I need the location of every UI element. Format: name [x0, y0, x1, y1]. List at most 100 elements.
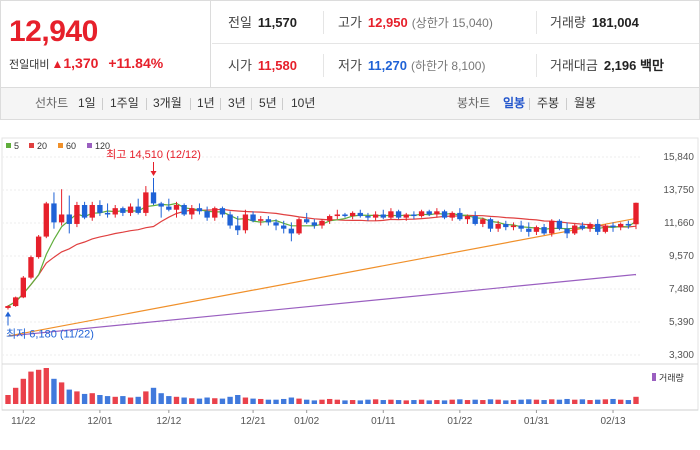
candle-body: [372, 214, 379, 218]
candle-body: [487, 219, 494, 229]
period-3m[interactable]: 3개월: [153, 96, 182, 110]
candle-body: [196, 208, 203, 212]
volume-bar: [235, 395, 241, 404]
candle-body: [104, 212, 111, 215]
candle-body: [457, 212, 463, 220]
x-tick-label: 02/13: [601, 416, 626, 427]
volume-bar: [556, 399, 563, 404]
candle-body: [242, 214, 249, 231]
y-tick-label: 15,840: [663, 152, 694, 163]
candle-body: [426, 211, 432, 215]
volume-bar: [189, 398, 195, 404]
candle-body: [418, 211, 425, 217]
candle-body: [633, 202, 639, 225]
price-box: 12,940 전일대비 ▲1,370 +11.84%: [1, 1, 211, 87]
candle-body: [319, 220, 325, 226]
volume-bar: [250, 398, 256, 404]
upper-limit: (상한가 15,040): [411, 16, 493, 30]
volume-bar: [273, 399, 279, 404]
volume-bar: [342, 400, 348, 404]
volume-bar: [181, 397, 187, 404]
y-tick-label: 5,390: [669, 317, 694, 328]
volume-bar: [633, 396, 639, 404]
volume-bar: [173, 396, 180, 404]
volume-bar: [51, 378, 57, 404]
candle-chart-label: 봉차트: [457, 96, 491, 110]
volume-bar: [296, 398, 302, 404]
candle-body: [135, 206, 141, 213]
candle-body: [388, 211, 394, 218]
candle-body: [12, 297, 19, 307]
stat-label: 거래량: [550, 15, 586, 30]
x-tick-label: 01/11: [371, 416, 396, 427]
volume-bar: [5, 395, 11, 404]
period-5y[interactable]: 5년: [259, 96, 277, 110]
stat-open: 시가 11,580: [228, 44, 297, 87]
volume-bar: [326, 398, 333, 404]
candle-body: [58, 214, 65, 223]
candle-monthly[interactable]: 월봉: [574, 96, 597, 110]
candle-daily[interactable]: 일봉: [503, 96, 526, 110]
volume-bar: [334, 399, 340, 404]
change-rate: +11.84%: [108, 55, 164, 71]
candle-body: [349, 212, 356, 217]
candle-body: [625, 223, 632, 226]
candle-weekly[interactable]: 주봉: [537, 96, 560, 110]
volume-bar: [242, 397, 249, 404]
period-3y[interactable]: 3년: [228, 96, 246, 110]
volume-bar: [66, 389, 72, 404]
candle-body: [564, 228, 570, 234]
period-1w[interactable]: 1주일: [110, 96, 139, 110]
candle-body: [235, 225, 241, 231]
volume-bar: [150, 387, 157, 404]
max-annotation: 최고 14,510 (12/12): [106, 148, 201, 161]
volume-bar: [372, 399, 379, 404]
volume-bar: [227, 396, 233, 404]
volume-bar: [457, 399, 463, 404]
volume-bar: [602, 399, 609, 404]
x-tick-label: 12/01: [87, 416, 112, 427]
stats-row-2: 시가 11,580 저가 11,270 (하한가 8,100) 거래대금 2,196 백…: [212, 44, 699, 87]
candle-body: [480, 219, 486, 224]
price-change: 전일대비 ▲1,370 +11.84%: [9, 55, 163, 72]
candle-body: [112, 208, 118, 215]
volume-bar: [20, 378, 26, 404]
legend-label: 20: [37, 141, 47, 151]
candle-body: [595, 223, 601, 232]
legend-label: 120: [95, 141, 110, 151]
volume-bar: [380, 400, 386, 404]
candle-body: [120, 208, 126, 213]
stat-high: 고가 12,950 (상한가 15,040): [338, 1, 493, 44]
period-1y[interactable]: 1년: [197, 96, 215, 110]
volume-bar: [426, 400, 432, 404]
candle-body: [143, 192, 149, 213]
volume-bar: [135, 396, 141, 404]
period-10y[interactable]: 10년: [291, 96, 316, 110]
candle-body: [5, 306, 11, 308]
legend-swatch: [58, 143, 63, 148]
volume-bar: [304, 399, 310, 404]
current-price: 12,940: [9, 15, 98, 48]
legend-label: 5: [14, 141, 19, 151]
min-annotation: 최저 6,180 (11/22): [6, 328, 94, 341]
volume-bar: [143, 391, 149, 404]
chart-toolbar: 선차트 1일 1주일 3개월 1년 3년 5년 10년 봉차트 일봉 주봉 월봉: [0, 88, 700, 120]
change-value: 1,370: [63, 55, 99, 71]
candle-body: [51, 203, 57, 223]
volume-bar: [212, 398, 218, 404]
volume-bar: [112, 396, 118, 404]
candle-body: [281, 225, 287, 229]
volume-bar: [311, 400, 318, 404]
volume-legend-swatch: [652, 373, 656, 381]
period-1d[interactable]: 1일: [78, 96, 96, 110]
volume-bar: [357, 400, 363, 404]
stat-value: 11,270: [367, 58, 407, 73]
stat-low: 저가 11,270 (하한가 8,100): [338, 44, 485, 87]
candle-body: [441, 211, 448, 218]
volume-bar: [510, 400, 517, 404]
volume-bar: [587, 400, 593, 404]
candle-body: [572, 225, 578, 234]
candle-body: [250, 214, 256, 221]
volume-bar: [219, 398, 226, 404]
y-tick-label: 9,570: [669, 251, 694, 262]
